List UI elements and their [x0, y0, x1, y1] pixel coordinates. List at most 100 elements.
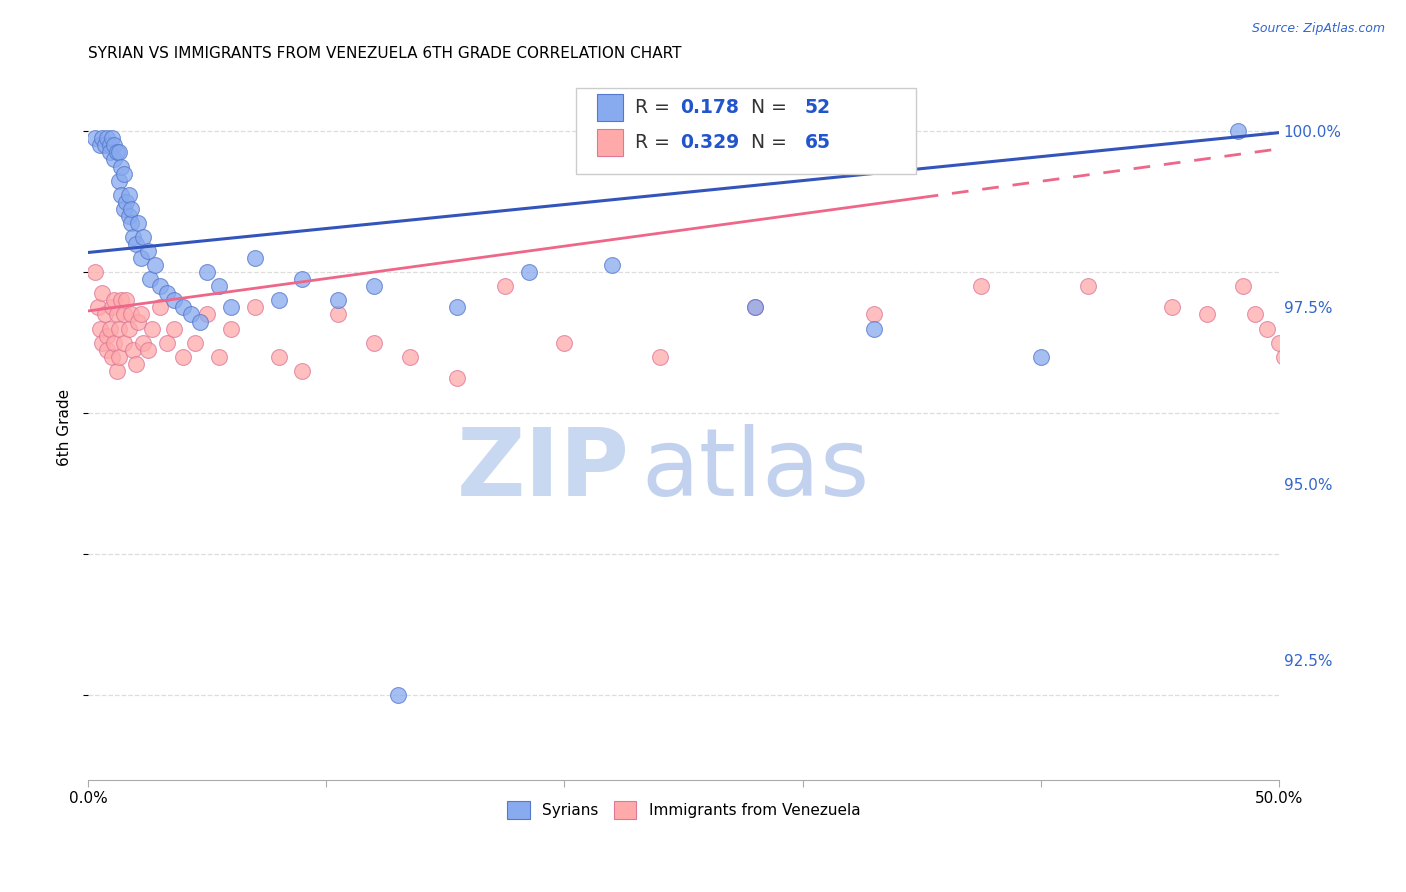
Point [105, 308, 128, 322]
Point [141, 321, 163, 335]
Point [1029, 350, 1052, 364]
Point [98, 321, 121, 335]
Point [115, 293, 138, 308]
Point [108, 350, 131, 364]
Point [1327, 321, 1350, 335]
Text: SYRIAN VS IMMIGRANTS FROM VENEZUELA 6TH GRADE CORRELATION CHART: SYRIAN VS IMMIGRANTS FROM VENEZUELA 6TH … [89, 46, 682, 62]
Point [398, 350, 420, 364]
Text: N =: N = [751, 98, 793, 117]
Point [103, 335, 125, 350]
Point [110, 293, 132, 308]
Point [553, 335, 575, 350]
Point [648, 350, 671, 364]
Point [110, 187, 132, 202]
Point [117, 209, 139, 223]
Point [122, 343, 145, 357]
Point [1256, 321, 1278, 335]
Point [195, 308, 218, 322]
Point [91, 286, 114, 301]
Point [163, 321, 186, 335]
Point [101, 350, 124, 364]
Point [267, 293, 290, 308]
Point [120, 202, 142, 216]
Text: ZIP: ZIP [457, 424, 630, 516]
Text: atlas: atlas [643, 424, 870, 516]
Point [110, 160, 132, 174]
Point [136, 244, 159, 258]
Point [122, 230, 145, 244]
Text: N =: N = [751, 133, 793, 152]
Point [208, 279, 231, 293]
Point [1268, 335, 1291, 350]
Text: R =: R = [634, 98, 676, 117]
Point [127, 314, 149, 328]
Point [94, 138, 117, 153]
Point [132, 335, 155, 350]
Point [156, 335, 179, 350]
Point [125, 357, 148, 371]
Point [208, 350, 231, 364]
Point [180, 308, 202, 322]
Point [127, 216, 149, 230]
Point [1197, 308, 1219, 322]
Point [86, 301, 108, 315]
Point [96, 343, 118, 357]
Point [291, 364, 314, 378]
Point [446, 301, 468, 315]
Point [105, 364, 128, 378]
Point [1279, 321, 1302, 335]
Point [108, 145, 131, 160]
Point [328, 308, 350, 322]
Point [139, 272, 162, 286]
Point [1303, 350, 1326, 364]
Point [98, 145, 121, 160]
Point [103, 138, 125, 153]
Point [970, 279, 993, 293]
Point [1272, 350, 1295, 364]
Point [108, 173, 131, 187]
Y-axis label: 6th Grade: 6th Grade [58, 389, 72, 466]
Point [184, 335, 207, 350]
Point [129, 251, 152, 265]
Point [125, 237, 148, 252]
Point [219, 321, 242, 335]
Point [96, 328, 118, 343]
Point [243, 251, 266, 265]
Point [84, 131, 107, 145]
Point [363, 335, 385, 350]
Point [89, 138, 111, 153]
Point [101, 131, 124, 145]
Point [115, 194, 138, 209]
Point [112, 308, 135, 322]
Point [1232, 279, 1254, 293]
Point [1077, 279, 1099, 293]
Text: 0.178: 0.178 [681, 98, 738, 117]
Point [105, 145, 128, 160]
Point [117, 321, 139, 335]
Point [103, 293, 125, 308]
Point [136, 343, 159, 357]
Point [363, 279, 385, 293]
Point [163, 293, 186, 308]
Legend: Syrians, Immigrants from Venezuela: Syrians, Immigrants from Venezuela [501, 795, 866, 825]
Point [112, 202, 135, 216]
Point [96, 131, 118, 145]
Point [195, 265, 218, 279]
Point [89, 321, 111, 335]
Text: 65: 65 [806, 133, 831, 152]
Point [129, 308, 152, 322]
Point [103, 153, 125, 167]
FancyBboxPatch shape [596, 95, 623, 121]
Point [84, 265, 107, 279]
Point [91, 335, 114, 350]
Point [744, 301, 766, 315]
Point [863, 321, 886, 335]
Point [1160, 301, 1182, 315]
Point [1227, 124, 1250, 138]
Point [172, 301, 194, 315]
Point [219, 301, 242, 315]
Point [112, 167, 135, 181]
Point [117, 187, 139, 202]
Point [188, 314, 211, 328]
Point [291, 272, 314, 286]
